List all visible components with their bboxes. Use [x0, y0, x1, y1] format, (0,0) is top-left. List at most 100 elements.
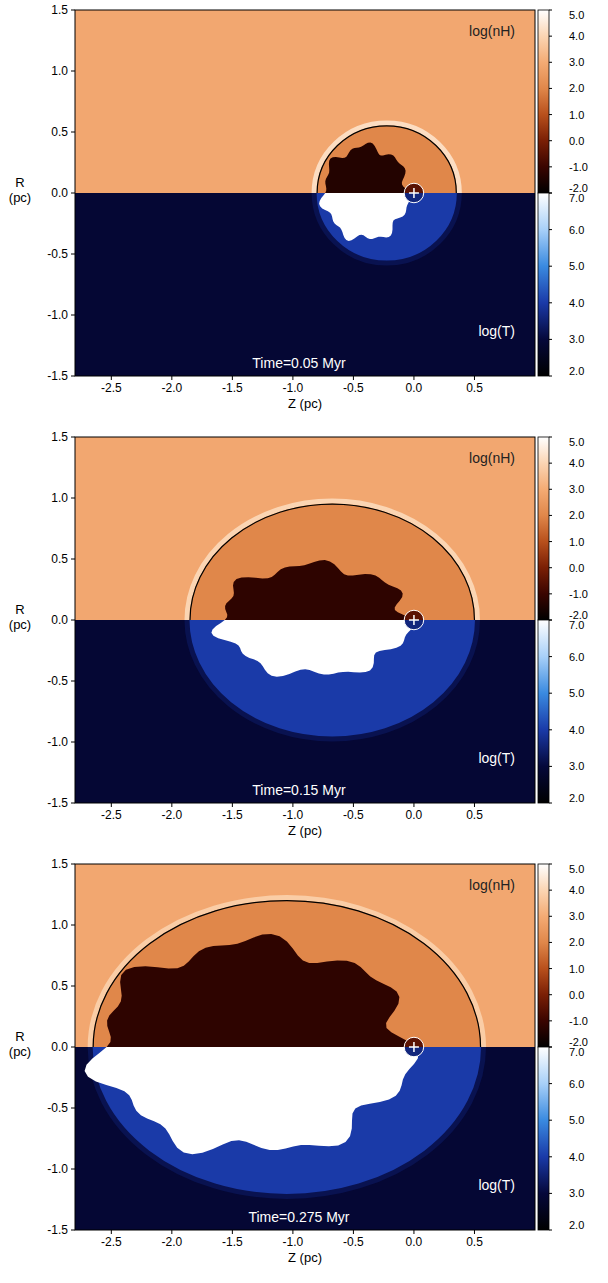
y-axis-title-line: R [15, 602, 24, 617]
y-axis-title-line: (pc) [9, 617, 31, 632]
colorbar-tick-label: 2.0 [569, 365, 584, 377]
wind-region [404, 1037, 424, 1047]
x-tick [171, 803, 172, 807]
y-axis-title-line: R [15, 175, 24, 190]
colorbar-tick [549, 766, 552, 767]
colorbar-tick [549, 62, 552, 63]
colorbar-tick [549, 729, 552, 730]
x-tick-label: 0.5 [466, 1235, 483, 1249]
plot-frame [75, 10, 535, 376]
colorbar-tick [549, 1193, 552, 1194]
y-tick [71, 620, 75, 621]
density-map [75, 10, 535, 193]
x-tick [111, 803, 112, 807]
x-tick-label: -1.0 [283, 1235, 304, 1249]
colorbar-tick [549, 88, 552, 89]
wind-region [404, 183, 424, 193]
colorbar-tick [549, 620, 552, 621]
y-tick-label: 0.5 [51, 979, 68, 993]
density-map [75, 437, 535, 620]
y-tick-label: -1.5 [47, 796, 68, 810]
colorbar-tick-label: 1.0 [569, 963, 584, 975]
x-tick [292, 376, 293, 380]
y-tick [71, 1230, 75, 1231]
y-tick [71, 681, 75, 682]
y-axis-title-line: R [15, 1029, 24, 1044]
colorbar-tick [549, 864, 552, 865]
ambient [75, 10, 535, 193]
x-tick [111, 1230, 112, 1234]
plot-frame [75, 864, 535, 1230]
colorbar-tick [549, 620, 552, 621]
temperature-map [75, 1047, 535, 1230]
density-colorbar [538, 10, 549, 193]
y-tick [71, 71, 75, 72]
ionization-front [190, 504, 474, 620]
colorbar-tick-label: 0.0 [569, 135, 584, 147]
x-tick [413, 376, 414, 380]
ionization-front [93, 901, 480, 1047]
y-tick [71, 376, 75, 377]
x-tick [353, 803, 354, 807]
colorbar-tick [549, 567, 552, 568]
colorbar-tick-label: 5.0 [569, 436, 584, 448]
y-tick [71, 498, 75, 499]
x-tick-label: -1.5 [222, 381, 243, 395]
temperature-label: log(T) [478, 750, 515, 766]
colorbar-tick [549, 1047, 552, 1048]
x-tick-label: -2.0 [161, 381, 182, 395]
colorbar-tick [549, 114, 552, 115]
x-tick [474, 1230, 475, 1234]
colorbar-tick [549, 266, 552, 267]
colorbar-tick [549, 193, 552, 194]
y-tick-label: -0.5 [47, 674, 68, 688]
colorbar-tick-label: 2.0 [569, 1219, 584, 1231]
colorbar-tick [549, 166, 552, 167]
colorbar-tick-label: 1.0 [569, 536, 584, 548]
colorbar-tick-label: 2.0 [569, 509, 584, 521]
colorbar-tick [549, 515, 552, 516]
ambient [75, 1047, 535, 1230]
density-colorbar [538, 437, 549, 620]
temperature-colorbar [538, 1047, 549, 1230]
colorbar-tick [549, 803, 552, 804]
colorbar-tick-label: 5.0 [569, 863, 584, 875]
colorbar-tick-label: 3.0 [569, 56, 584, 68]
ionized-region [187, 620, 477, 739]
x-tick [171, 376, 172, 380]
colorbar-tick-label: 0.0 [569, 562, 584, 574]
colorbar-tick-label: 6.0 [569, 1078, 584, 1090]
colorbar-tick-label: 4.0 [569, 884, 584, 896]
y-axis-title-line: (pc) [9, 1044, 31, 1059]
colorbar-tick-label: 2.0 [569, 82, 584, 94]
figure: -2.5 -2.0 -1.5 -1.0 -0.5 0.0 0.5 -1.5 -1.0 -0.5 0.… [0, 0, 608, 1283]
colorbar-tick [549, 656, 552, 657]
y-tick-label: -1.0 [47, 308, 68, 322]
x-tick [474, 803, 475, 807]
star [409, 188, 419, 198]
colorbar-tick [549, 1120, 552, 1121]
colorbar-tick-label: 2.0 [569, 792, 584, 804]
colorbar-tick [549, 994, 552, 995]
x-tick-label: -2.5 [101, 808, 122, 822]
y-tick-label: 0.5 [51, 125, 68, 139]
y-tick [71, 1169, 75, 1170]
colorbar-tick-label: 5.0 [569, 9, 584, 21]
colorbar-tick-label: 3.0 [569, 910, 584, 922]
density-label: log(nH) [469, 23, 515, 39]
density-label: log(nH) [469, 450, 515, 466]
y-tick [71, 803, 75, 804]
x-tick-label: 0.5 [466, 381, 483, 395]
colorbar-tick [549, 463, 552, 464]
y-tick-label: 0.0 [51, 1040, 68, 1054]
colorbar-tick [549, 36, 552, 37]
y-axis-title: R(pc) [9, 602, 31, 632]
x-tick-label: -0.5 [343, 1235, 364, 1249]
x-tick-label: -1.0 [283, 808, 304, 822]
x-tick [353, 376, 354, 380]
ambient [75, 437, 535, 620]
ionized-region [314, 123, 459, 193]
y-tick-label: 0.5 [51, 552, 68, 566]
temperature-colorbar [538, 620, 549, 803]
ambient [75, 864, 535, 1047]
